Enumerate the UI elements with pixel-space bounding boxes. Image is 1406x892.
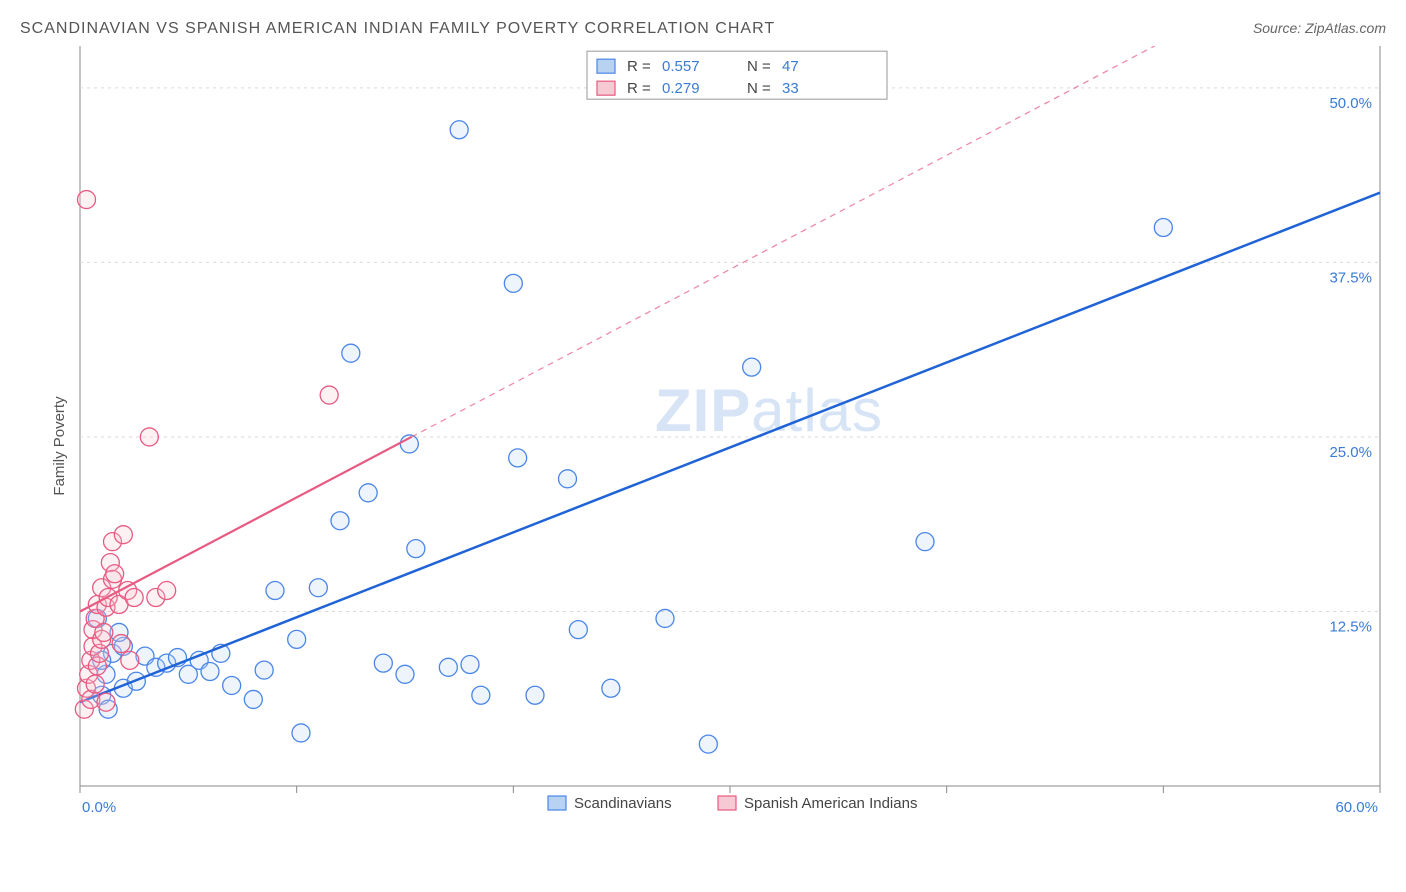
legend-swatch xyxy=(597,59,615,73)
data-point xyxy=(288,630,306,648)
data-point xyxy=(78,191,96,209)
header: SCANDINAVIAN VS SPANISH AMERICAN INDIAN … xyxy=(20,20,1386,38)
data-point xyxy=(244,690,262,708)
chart-title: SCANDINAVIAN VS SPANISH AMERICAN INDIAN … xyxy=(20,20,775,38)
data-point xyxy=(292,724,310,742)
data-point xyxy=(223,676,241,694)
data-point xyxy=(125,589,143,607)
y-gridline-label: 37.5% xyxy=(1329,269,1372,286)
source-name: ZipAtlas.com xyxy=(1305,20,1386,36)
data-point xyxy=(86,675,104,693)
data-point xyxy=(743,358,761,376)
data-point xyxy=(255,661,273,679)
legend-r-value: 0.557 xyxy=(662,58,700,75)
legend-bottom: Scandinavians Spanish American Indians xyxy=(548,795,917,812)
data-point xyxy=(526,686,544,704)
data-point xyxy=(114,526,132,544)
trend-line xyxy=(80,437,412,612)
data-point xyxy=(374,654,392,672)
scatter-chart: 12.5% 25.0% 37.5% 50.0% 0.0% 60.0% ZIPatlas R =… xyxy=(20,46,1386,846)
data-point xyxy=(106,565,124,583)
data-point xyxy=(309,579,327,597)
data-point xyxy=(140,428,158,446)
watermark: ZIPatlas xyxy=(655,377,883,444)
source-label: Source: xyxy=(1253,20,1305,36)
data-point xyxy=(342,344,360,362)
legend-r-label: R = xyxy=(627,58,651,75)
data-point xyxy=(559,470,577,488)
legend-swatch xyxy=(718,796,736,810)
data-point xyxy=(396,665,414,683)
trend-line xyxy=(80,193,1380,703)
data-point xyxy=(158,582,176,600)
legend-n-value: 47 xyxy=(782,58,799,75)
data-point xyxy=(461,656,479,674)
y-axis-label: Family Poverty xyxy=(51,396,68,495)
data-point xyxy=(602,679,620,697)
legend-n-label: N = xyxy=(747,80,771,97)
trend-line-extrapolated xyxy=(412,46,1381,437)
y-gridline-label: 25.0% xyxy=(1329,444,1372,461)
legend-top: R = 0.557 N = 47 R = 0.279 N = 33 xyxy=(587,51,887,99)
data-point xyxy=(121,651,139,669)
legend-n-label: N = xyxy=(747,58,771,75)
x-tick-label: 60.0% xyxy=(1335,799,1378,816)
legend-r-label: R = xyxy=(627,80,651,97)
data-point xyxy=(331,512,349,530)
legend-r-value: 0.279 xyxy=(662,80,700,97)
legend-swatch xyxy=(548,796,566,810)
data-point xyxy=(112,635,130,653)
data-point xyxy=(97,693,115,711)
data-point xyxy=(201,663,219,681)
data-point xyxy=(1154,219,1172,237)
data-point xyxy=(509,449,527,467)
data-point xyxy=(472,686,490,704)
data-point xyxy=(450,121,468,139)
data-point xyxy=(569,621,587,639)
legend-n-value: 33 xyxy=(782,80,799,97)
data-point xyxy=(266,582,284,600)
data-point xyxy=(95,623,113,641)
y-gridline-label: 12.5% xyxy=(1329,618,1372,635)
legend-swatch xyxy=(597,81,615,95)
chart-area: Family Poverty 12.5% 25.0% 37.5% 50.0% 0.0% 6… xyxy=(20,46,1386,846)
y-gridline-label: 50.0% xyxy=(1329,95,1372,112)
data-point xyxy=(439,658,457,676)
data-point xyxy=(656,609,674,627)
data-point xyxy=(916,533,934,551)
data-point xyxy=(320,386,338,404)
data-point xyxy=(504,274,522,292)
data-point xyxy=(699,735,717,753)
legend-series-label: Scandinavians xyxy=(574,795,672,812)
x-tick-label: 0.0% xyxy=(82,799,116,816)
data-point xyxy=(359,484,377,502)
data-point xyxy=(407,540,425,558)
legend-series-label: Spanish American Indians xyxy=(744,795,917,812)
source: Source: ZipAtlas.com xyxy=(1253,20,1386,36)
